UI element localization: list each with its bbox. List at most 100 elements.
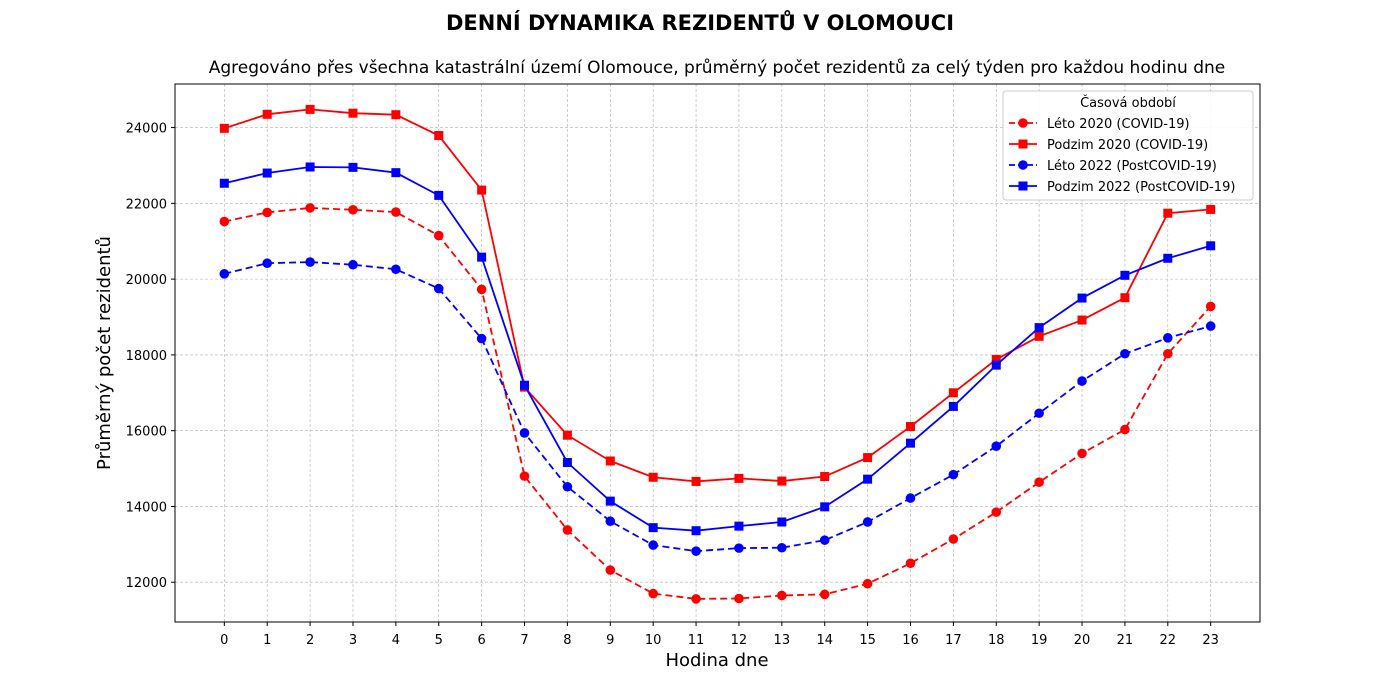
legend-label: Podzim 2020 (COVID-19) [1047, 138, 1208, 153]
data-point [391, 207, 401, 217]
data-point [477, 185, 487, 195]
data-point [648, 588, 658, 599]
series-1 [219, 104, 1216, 486]
legend: Časová období Léto 2020 (COVID-19) Podzim… [1002, 90, 1254, 201]
data-point [562, 457, 572, 467]
data-point [1077, 448, 1087, 459]
x-axis-label: Hodina dne [665, 650, 768, 671]
data-point [1163, 208, 1173, 218]
data-point [433, 283, 444, 294]
data-point [734, 543, 744, 553]
data-point [562, 430, 572, 440]
data-point [777, 542, 787, 553]
x-tick-label: 23 [1202, 633, 1219, 648]
data-point [219, 269, 230, 279]
data-point [734, 521, 744, 531]
data-point [1034, 331, 1044, 341]
data-point [305, 104, 315, 114]
data-point [1162, 348, 1173, 359]
data-point [691, 476, 701, 486]
x-tick-label: 2 [306, 633, 314, 648]
data-point [691, 546, 701, 556]
data-point [905, 438, 915, 448]
x-tick-label: 16 [902, 633, 919, 648]
data-point [1206, 241, 1216, 251]
data-point [734, 593, 744, 604]
x-tick-label: 0 [220, 633, 228, 648]
legend-marker [1018, 118, 1028, 128]
x-tick-label: 21 [1117, 633, 1134, 648]
x-tick-label: 15 [859, 633, 876, 648]
legend-item: Léto 2020 (COVID-19) [1009, 117, 1190, 132]
data-point [519, 428, 530, 438]
legend-marker [1018, 160, 1028, 170]
data-point [605, 565, 616, 575]
data-point [991, 360, 1001, 370]
data-point [648, 523, 658, 533]
data-point [562, 525, 573, 535]
data-point [1205, 301, 1216, 312]
data-point [991, 507, 1002, 517]
plot-frame [174, 83, 1261, 623]
data-point [1163, 253, 1173, 263]
data-point [734, 473, 744, 483]
data-point [863, 474, 873, 484]
x-tick-label: 5 [435, 633, 443, 648]
y-tick-label: 22000 [126, 197, 167, 212]
data-point [948, 534, 959, 544]
data-point [476, 284, 487, 295]
x-tick-label: 20 [1074, 633, 1091, 648]
series-3 [219, 162, 1216, 536]
data-point [948, 388, 958, 398]
y-tick-label: 18000 [126, 349, 167, 364]
data-point [391, 110, 401, 120]
y-tick-label: 20000 [126, 273, 167, 288]
data-point [948, 401, 958, 411]
data-point [777, 590, 787, 601]
y-axis-label: Průměrný počet rezidentů [94, 236, 115, 470]
data-point [820, 472, 830, 482]
data-point [1120, 270, 1130, 280]
data-point [262, 168, 272, 178]
legend-item: Podzim 2020 (COVID-19) [1009, 138, 1208, 153]
data-point [262, 207, 273, 218]
legend-label: Podzim 2022 (PostCOVID-19) [1047, 180, 1235, 195]
x-tick-label: 6 [477, 633, 485, 648]
x-tick-label: 7 [520, 633, 528, 648]
data-point [905, 422, 915, 432]
series-layer [219, 104, 1216, 604]
data-point [562, 481, 573, 492]
x-tick-label: 10 [645, 633, 662, 648]
data-point [348, 162, 358, 172]
data-point [305, 257, 315, 267]
legend-marker [1018, 181, 1028, 191]
data-point [605, 456, 615, 466]
x-tick-label: 22 [1160, 633, 1177, 648]
legend-box [1002, 90, 1254, 201]
chart-subtitle: Agregováno přes všechna katastrální územ… [209, 58, 1225, 78]
data-point [648, 540, 658, 550]
data-point [348, 259, 358, 270]
series-line [224, 166, 1211, 532]
data-point [862, 578, 873, 589]
data-point [1034, 408, 1044, 419]
data-point [819, 589, 830, 600]
x-tick-label: 14 [816, 633, 833, 648]
data-point [605, 496, 615, 506]
data-point [391, 264, 401, 275]
data-point [219, 123, 229, 133]
data-point [691, 526, 701, 536]
data-point [1162, 333, 1173, 343]
x-tick-label: 1 [263, 633, 271, 648]
x-tick-label: 19 [1031, 633, 1048, 648]
x-tick-label: 12 [731, 633, 748, 648]
data-point [777, 476, 787, 486]
legend-item: Podzim 2022 (PostCOVID-19) [1009, 180, 1235, 195]
y-tick-label: 14000 [126, 500, 167, 515]
data-point [777, 517, 787, 527]
series-2 [219, 257, 1216, 556]
data-point [434, 190, 444, 200]
data-point [820, 502, 830, 512]
data-point [1120, 348, 1130, 359]
